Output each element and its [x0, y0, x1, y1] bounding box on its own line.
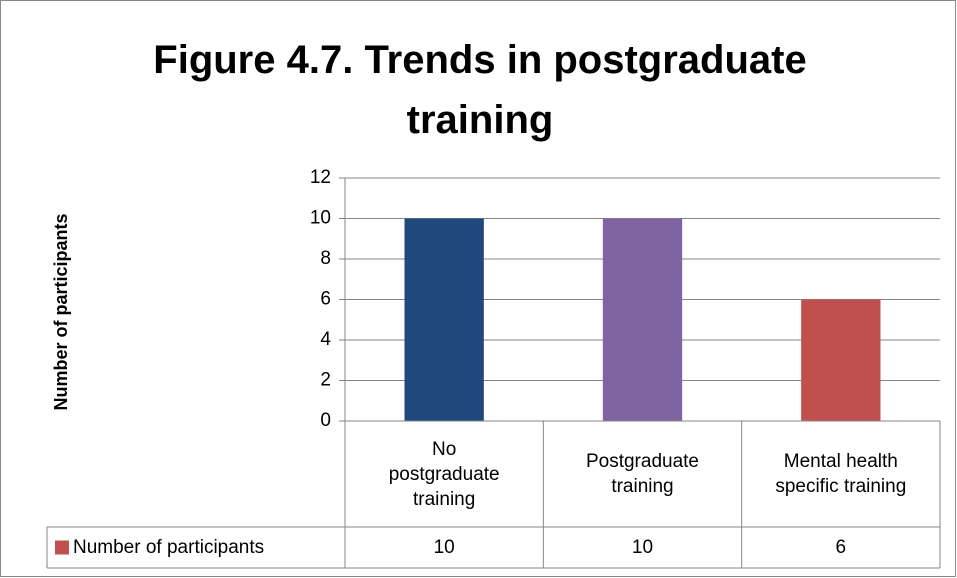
legend-label-text: Number of participants	[73, 537, 265, 558]
legend-label: Number of participants	[73, 527, 345, 568]
bar	[404, 218, 484, 421]
x-tick-label-text: Mental health specific training	[775, 451, 907, 497]
x-tick-label-text: No postgraduate training	[388, 438, 500, 510]
chart-title: Figure 4.7. Trends in postgraduate train…	[153, 38, 807, 142]
y-tick-label: 12	[310, 167, 331, 188]
x-tick-label: Postgraduate training	[543, 421, 741, 527]
y-tick-label: 6	[320, 289, 331, 310]
data-table-value-text: 10	[433, 537, 455, 558]
y-tick-label: 0	[320, 410, 331, 431]
x-tick-label: Mental health specific training	[742, 421, 940, 527]
y-axis-label: Number of participants	[51, 213, 71, 410]
bar	[801, 299, 881, 421]
data-table-value: 10	[345, 527, 543, 568]
x-tick-label: No postgraduate training	[345, 421, 543, 527]
data-table-value: 10	[543, 527, 741, 568]
data-table-value: 6	[742, 527, 940, 568]
y-tick-label: 8	[320, 248, 331, 269]
y-tick-label: 4	[320, 329, 331, 350]
data-table-value-text: 10	[631, 537, 654, 558]
y-tick-label: 10	[310, 208, 331, 229]
data-table-value-text: 6	[835, 537, 847, 558]
y-tick-label: 2	[320, 370, 331, 391]
legend-key	[55, 540, 69, 555]
x-tick-label-text: Postgraduate training	[585, 451, 699, 497]
bar	[602, 218, 683, 421]
